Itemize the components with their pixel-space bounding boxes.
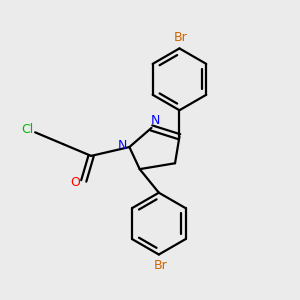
- Text: Cl: Cl: [21, 124, 33, 136]
- Text: Br: Br: [153, 259, 167, 272]
- Text: N: N: [151, 114, 160, 127]
- Text: Br: Br: [174, 31, 188, 44]
- Text: N: N: [118, 139, 128, 152]
- Text: O: O: [70, 176, 80, 189]
